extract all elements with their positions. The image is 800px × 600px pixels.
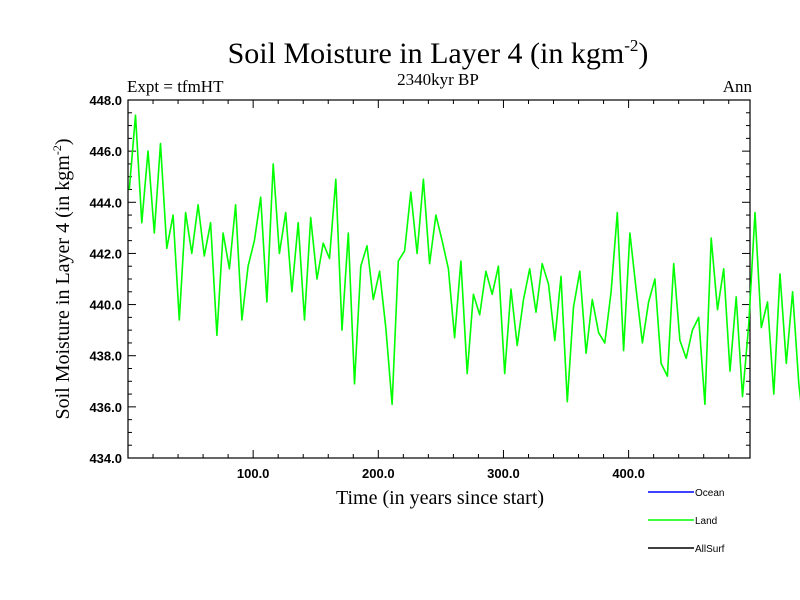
y-tick-label: 444.0: [89, 195, 122, 210]
x-tick-label: 100.0: [237, 466, 270, 481]
series-line-land: [128, 114, 800, 406]
y-axis-ticks: 434.0 436.0 438.0 440.0 442.0 444.0 446.0 448.0: [89, 93, 750, 466]
legend-label-ocean: Ocean: [695, 488, 724, 499]
legend-label-land: Land: [695, 516, 717, 527]
x-tick-label: 300.0: [487, 466, 520, 481]
chart-title: Soil Moisture in Layer 4 (in kgm-2): [228, 36, 649, 70]
y-tick-label: 446.0: [89, 144, 122, 159]
legend-label-allsurf: AllSurf: [695, 544, 725, 555]
x-tick-label: 400.0: [612, 466, 645, 481]
y-tick-label: 448.0: [89, 93, 122, 108]
plot-frame: [127, 99, 751, 459]
y-tick-label: 434.0: [89, 451, 122, 466]
legend: Ocean Land AllSurf: [648, 488, 725, 555]
y-tick-label: 440.0: [89, 298, 122, 313]
x-tick-label: 200.0: [362, 466, 395, 481]
y-tick-label: 442.0: [89, 246, 122, 261]
x-axis-label: Time (in years since start): [336, 487, 544, 509]
y-tick-label: 436.0: [89, 400, 122, 415]
chart-subtitle: 2340kyr BP: [397, 70, 479, 89]
y-axis-label: Soil Moisture in Layer 4 (in kgm-2): [50, 138, 74, 419]
season-label: Ann: [723, 77, 753, 96]
experiment-label: Expt = tfmHT: [127, 77, 224, 96]
x-axis-ticks: 100.0 200.0 300.0 400.0: [152, 100, 730, 481]
y-tick-label: 438.0: [89, 349, 122, 364]
